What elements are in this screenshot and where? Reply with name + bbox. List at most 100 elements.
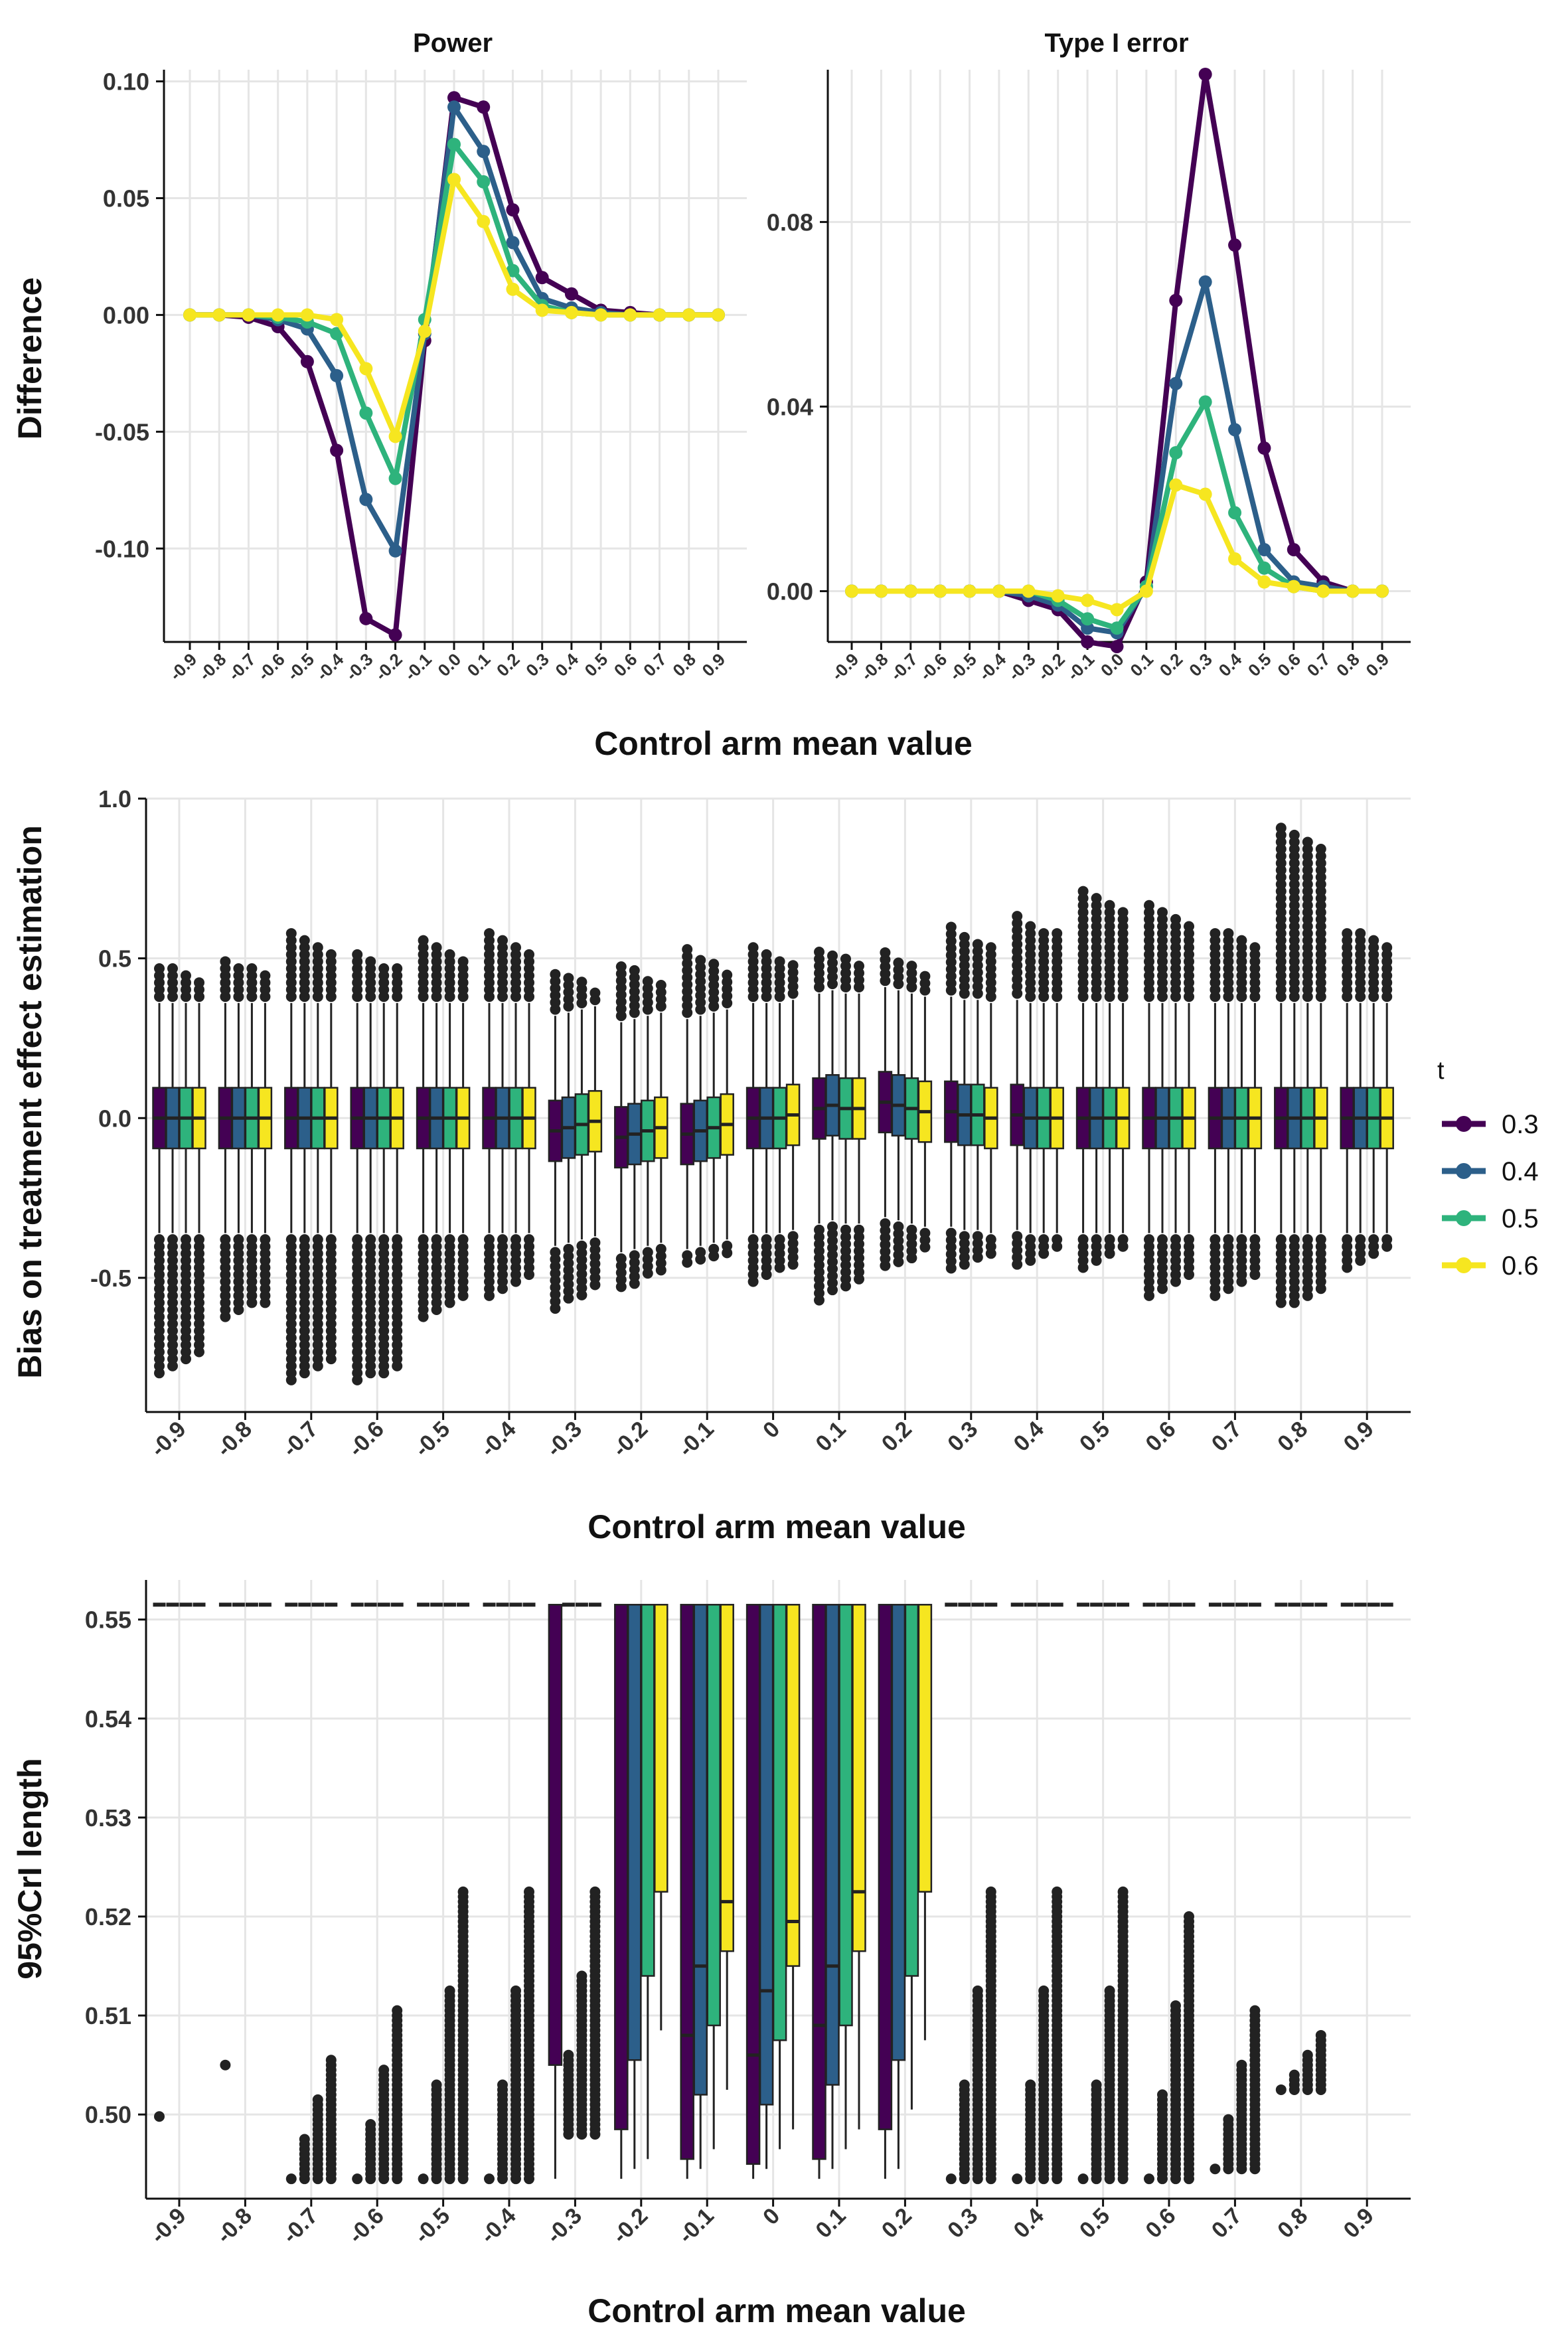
bias-outlier (1275, 1297, 1287, 1308)
bias-outlier (285, 1374, 297, 1385)
bias-outlier (365, 1368, 376, 1379)
type1-point-0.5 (1228, 506, 1242, 520)
type1-point-0.5 (1257, 561, 1271, 575)
type1-ytick-label: 0.08 (767, 208, 813, 236)
bias-outlier (827, 950, 838, 961)
bias-outlier (840, 1281, 851, 1292)
power-point-0.6 (183, 308, 196, 322)
bias-outlier (325, 949, 337, 960)
crl-outlier (352, 2173, 363, 2185)
power-ytick-label: 0.10 (103, 68, 149, 96)
bias-outlier (1289, 829, 1300, 840)
legend-dot-0.6 (1456, 1257, 1472, 1273)
bias-outlier (246, 1297, 258, 1308)
bias-outlier (682, 944, 693, 955)
power-point-0.5 (506, 264, 520, 277)
legend: t 0.3 0.4 0.5 0.6 (1437, 1057, 1539, 1281)
type1-point-0.3 (1198, 67, 1212, 81)
type1-point-0.5 (1110, 621, 1124, 635)
bias-outlier (1368, 1248, 1379, 1259)
bias-outlier (629, 965, 640, 976)
bias-outlier (1355, 1255, 1366, 1266)
power-point-0.6 (477, 214, 491, 228)
type1-point-0.6 (933, 584, 947, 598)
crl-box-0.3 (812, 1604, 826, 2160)
bias-outlier (312, 942, 323, 953)
bias-outlier (220, 956, 231, 967)
bias-outlier (1144, 1290, 1154, 1301)
bias-outlier (945, 921, 957, 933)
bias-outlier (418, 1311, 429, 1322)
bias-outlier (1012, 911, 1023, 922)
bias-outlier (392, 963, 403, 975)
bias-outlier (484, 928, 495, 939)
bias-outlier (747, 942, 759, 953)
type1-point-0.4 (1198, 275, 1212, 289)
type1-point-0.6 (1257, 575, 1271, 589)
bias-outlier (1144, 900, 1154, 911)
bias-outlier (1223, 928, 1234, 939)
crl-box-0.4 (627, 1604, 642, 2061)
bias-outlier (392, 1360, 403, 1372)
bias-outlier (550, 969, 561, 980)
bias-outlier (1184, 921, 1194, 932)
power-point-0.3 (300, 354, 314, 368)
bias-outlier (1025, 921, 1036, 932)
crl-outlier (524, 1886, 534, 1897)
type1-ytick-label: 0.00 (767, 578, 813, 605)
crl-ytick-label: 0.50 (85, 2101, 131, 2128)
power-point-0.6 (330, 313, 344, 327)
bias-outlier (787, 960, 799, 971)
bias-outlier (655, 1265, 666, 1276)
type1-point-0.6 (1287, 580, 1300, 593)
crl-box-0.6 (720, 1604, 734, 1952)
crl-outlier (1157, 2089, 1168, 2100)
bias-outlier (919, 971, 931, 982)
legend-label-0.4: 0.4 (1502, 1157, 1539, 1186)
bias-outlier (497, 935, 508, 946)
type1-point-0.6 (1316, 584, 1330, 598)
top-x-label: Control arm mean value (594, 725, 973, 762)
crl-outlier (1210, 2163, 1221, 2175)
power-point-0.6 (212, 308, 226, 322)
power-point-0.6 (418, 325, 431, 339)
bias-outlier (787, 1259, 799, 1270)
power-point-0.6 (242, 308, 256, 322)
bias-outlier (1249, 1269, 1261, 1281)
power-point-0.5 (477, 175, 491, 189)
bias-outlier (642, 1268, 653, 1279)
power-ytick-label: -0.10 (95, 535, 149, 562)
crl-box-0.3 (548, 1604, 563, 2066)
bias-outlier (1091, 1255, 1102, 1266)
type1-point-0.6 (1375, 584, 1389, 598)
bias-outlier (774, 1262, 785, 1273)
type1-point-0.3 (1110, 639, 1124, 653)
crl-outlier (154, 2111, 165, 2122)
crl-outlier (945, 2173, 957, 2185)
bias-outlier (747, 1276, 759, 1287)
legend-entry-0.6: 0.6 (1442, 1251, 1539, 1281)
bias-outlier (1170, 913, 1181, 925)
bias-outlier (761, 949, 772, 960)
power-point-0.6 (447, 173, 461, 187)
type1-point-0.6 (1081, 593, 1095, 607)
bias-outlier (827, 1285, 838, 1296)
bias-outlier (1223, 1283, 1234, 1294)
crl-outlier (1236, 2059, 1247, 2071)
bias-y-label: Bias on treatment effect estimation (11, 825, 48, 1379)
crl-outlier (457, 1886, 469, 1897)
type1-point-0.6 (903, 584, 917, 598)
crl-ytick-label: 0.55 (85, 1607, 131, 1634)
bias-outlier (576, 977, 588, 988)
bias-outlier (167, 963, 178, 975)
bias-outlier (1157, 1283, 1168, 1294)
bias-outlier (1091, 893, 1102, 904)
type1-point-0.6 (1139, 584, 1153, 598)
crl-outlier (431, 2079, 442, 2090)
bias-outlier (563, 1293, 574, 1304)
legend-dot-0.5 (1456, 1210, 1472, 1226)
crl-outlier (1104, 1985, 1115, 1996)
bias-ytick-label: -0.5 (90, 1265, 131, 1292)
type1-point-0.5 (1081, 612, 1095, 626)
crl-outlier (972, 1985, 983, 1996)
